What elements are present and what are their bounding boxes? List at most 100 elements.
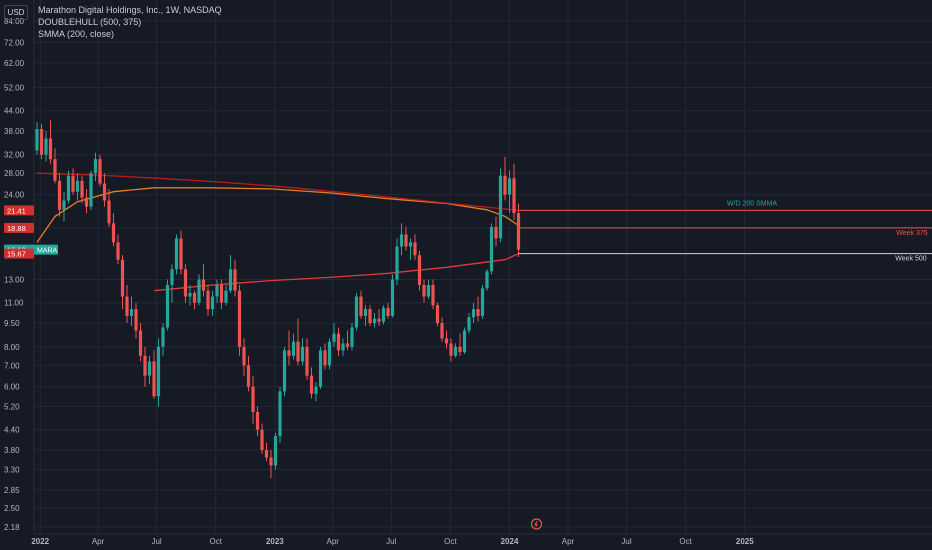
candle-body <box>125 296 129 316</box>
time-tick-label: Jul <box>621 537 631 546</box>
candle-body <box>503 175 507 195</box>
candle-body <box>219 284 224 303</box>
price-tick-label: 2.50 <box>4 504 20 513</box>
candle-body <box>336 333 341 351</box>
candle-body <box>341 343 345 351</box>
time-tick-label: 2025 <box>736 537 754 546</box>
candle-body <box>449 343 453 356</box>
candle-body <box>116 242 120 260</box>
price-axis-tag <box>4 222 34 233</box>
candle-body <box>359 296 363 316</box>
indicator-smma-label[interactable]: SMMA (200, close) <box>38 29 115 39</box>
price-tick-label: 9.50 <box>4 319 20 328</box>
candle-body <box>426 284 431 297</box>
candle-body <box>210 296 215 310</box>
price-axis-tag <box>4 205 34 216</box>
time-tick-label: Apr <box>92 537 105 546</box>
candle-body <box>318 350 323 387</box>
price-axis-tag-value: 15.67 <box>7 250 26 259</box>
indicator-doublehull-label[interactable]: DOUBLEHULL (500, 375) <box>38 17 142 27</box>
time-axis[interactable]: 2022 Apr Jul Oct 2023 Apr Jul Oct 2024 Apr Jul Oct 2… <box>31 533 932 546</box>
candle-body <box>377 318 381 322</box>
candle-body <box>314 386 318 394</box>
candle-body <box>404 234 408 247</box>
candle-body <box>66 175 71 201</box>
indicator-line <box>36 172 519 212</box>
price-tick-label: 6.00 <box>4 383 20 392</box>
candle-body <box>494 226 498 239</box>
candle-body <box>224 290 228 303</box>
level-line-label: Week 500 <box>895 256 926 263</box>
candle-body <box>62 200 66 210</box>
candle-body <box>206 290 210 310</box>
candle-body <box>174 238 179 270</box>
candle-body <box>386 307 390 316</box>
price-axis[interactable]: 84.00 72.00 62.00 52.00 44.00 38.00 32.00 28.00… <box>4 0 58 534</box>
currency-button[interactable]: USD <box>4 5 28 20</box>
candle-body <box>408 242 413 247</box>
symbol-tag <box>34 244 58 255</box>
chart-legend: Marathon Digital Holdings, Inc., 1W, NAS… <box>38 4 222 40</box>
level-lines: W/D 200 SMMA Week 375 Week 500 <box>518 200 932 263</box>
candles <box>35 120 521 479</box>
candle-body <box>129 309 134 316</box>
price-axis-tag-value: 21.41 <box>7 206 26 215</box>
price-tick-label: 13.00 <box>4 276 25 285</box>
candle-body <box>161 327 165 347</box>
candle-body <box>278 391 282 437</box>
candle-body <box>192 292 197 303</box>
candle-body <box>197 279 201 303</box>
candle-body <box>296 341 300 362</box>
candle-body <box>75 180 80 192</box>
candle-body <box>345 343 350 347</box>
candle-body <box>188 292 192 297</box>
chart-title: Marathon Digital Holdings, Inc., 1W, NAS… <box>38 5 222 15</box>
candle-body <box>201 279 206 291</box>
indicator-lines <box>36 172 519 292</box>
time-tick-label: Apr <box>562 537 575 546</box>
candle-body <box>512 178 516 214</box>
price-tick-label: 72.00 <box>4 38 25 47</box>
candle-body <box>309 375 314 394</box>
price-tick-label: 2.18 <box>4 523 20 532</box>
price-tick-label: 62.00 <box>4 59 25 68</box>
candle-body <box>305 346 309 376</box>
price-tick-label: 4.40 <box>4 426 20 435</box>
price-tick-label: 28.00 <box>4 169 25 178</box>
candle-body <box>143 355 147 376</box>
candle-body <box>354 296 359 328</box>
candle-body <box>399 234 404 247</box>
candle-body <box>471 309 476 318</box>
candle-body <box>80 180 84 198</box>
symbol-tag-text: MARA <box>37 248 58 255</box>
candle-body <box>323 350 327 366</box>
candle-body <box>485 271 489 289</box>
price-tick-label: 3.30 <box>4 466 20 475</box>
candle-body <box>102 183 107 201</box>
event-markers <box>530 518 543 530</box>
candle-body <box>237 290 242 347</box>
candle-body <box>156 346 161 397</box>
candle-body <box>255 411 260 430</box>
candle-body <box>35 129 39 151</box>
level-line-label: Week 375 <box>896 230 927 237</box>
price-tick-label: 38.00 <box>4 127 25 136</box>
candle-body <box>287 350 291 356</box>
candle-body <box>368 309 372 324</box>
time-tick-label: Jul <box>151 537 161 546</box>
candle-body <box>251 386 255 412</box>
candle-body <box>363 309 368 316</box>
candle-body <box>273 436 278 466</box>
price-tick-label: 2.85 <box>4 486 20 495</box>
time-tick-label: Oct <box>444 537 457 546</box>
candle-body <box>291 341 296 356</box>
candle-body <box>138 330 143 356</box>
candle-body <box>246 365 251 387</box>
candle-body <box>282 350 287 392</box>
candle-body <box>440 323 444 339</box>
candle-body <box>350 327 354 347</box>
candle-body <box>98 159 102 184</box>
